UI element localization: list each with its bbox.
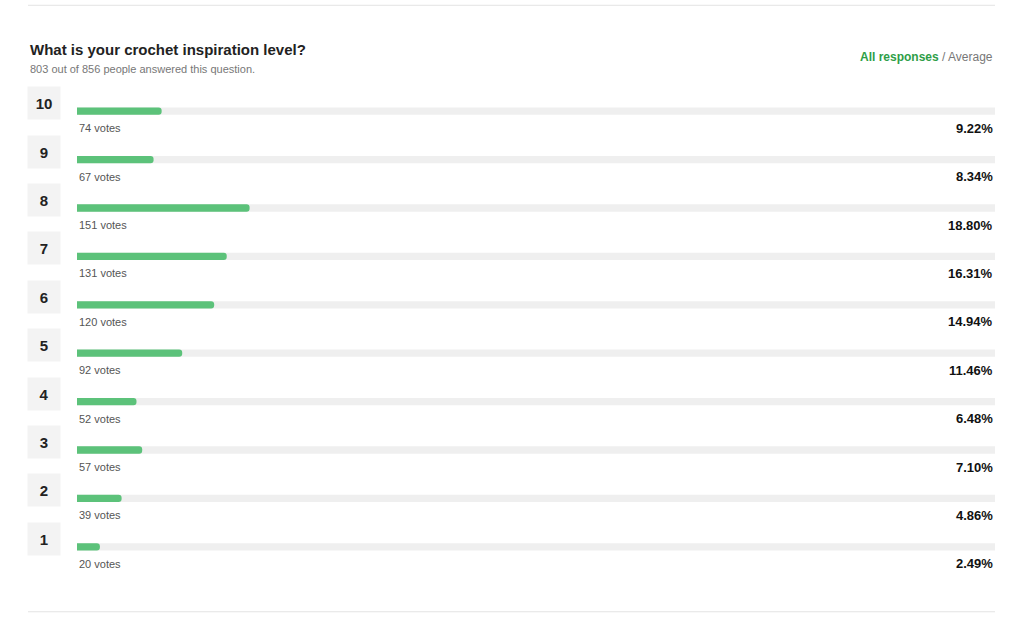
svg-text:3: 3 [40, 434, 48, 451]
svg-text:39 votes: 39 votes [79, 509, 121, 521]
svg-text:2.49%: 2.49% [956, 556, 993, 571]
svg-text:9.22%: 9.22% [956, 121, 993, 136]
svg-text:74 votes: 74 votes [79, 122, 121, 134]
svg-text:57 votes: 57 votes [79, 461, 121, 473]
svg-text:6.48%: 6.48% [956, 411, 993, 426]
svg-text:11.46%: 11.46% [949, 363, 993, 378]
svg-text:All responses / Average: All responses / Average [860, 50, 993, 64]
svg-text:7.10%: 7.10% [956, 460, 993, 475]
svg-text:7: 7 [40, 240, 48, 257]
svg-text:6: 6 [40, 289, 48, 306]
svg-text:131 votes: 131 votes [79, 267, 127, 279]
svg-text:5: 5 [40, 337, 48, 354]
svg-text:What is your crochet inspirati: What is your crochet inspiration level? [30, 41, 306, 58]
svg-text:67 votes: 67 votes [79, 171, 121, 183]
svg-text:1: 1 [40, 531, 48, 548]
svg-text:8.34%: 8.34% [956, 169, 993, 184]
svg-text:9: 9 [40, 144, 48, 161]
svg-text:803 out of 856 people answered: 803 out of 856 people answered this ques… [30, 63, 255, 75]
svg-text:20 votes: 20 votes [79, 558, 121, 570]
svg-text:2: 2 [40, 482, 48, 499]
svg-text:151 votes: 151 votes [79, 219, 127, 231]
svg-text:4.86%: 4.86% [956, 508, 993, 523]
svg-text:16.31%: 16.31% [948, 266, 993, 281]
svg-text:10: 10 [36, 95, 53, 112]
svg-text:52 votes: 52 votes [79, 413, 121, 425]
svg-text:92 votes: 92 votes [79, 364, 121, 376]
svg-text:120 votes: 120 votes [79, 316, 127, 328]
svg-text:4: 4 [40, 386, 49, 403]
svg-text:8: 8 [40, 192, 48, 209]
svg-text:14.94%: 14.94% [948, 314, 993, 329]
svg-text:18.80%: 18.80% [948, 218, 993, 233]
